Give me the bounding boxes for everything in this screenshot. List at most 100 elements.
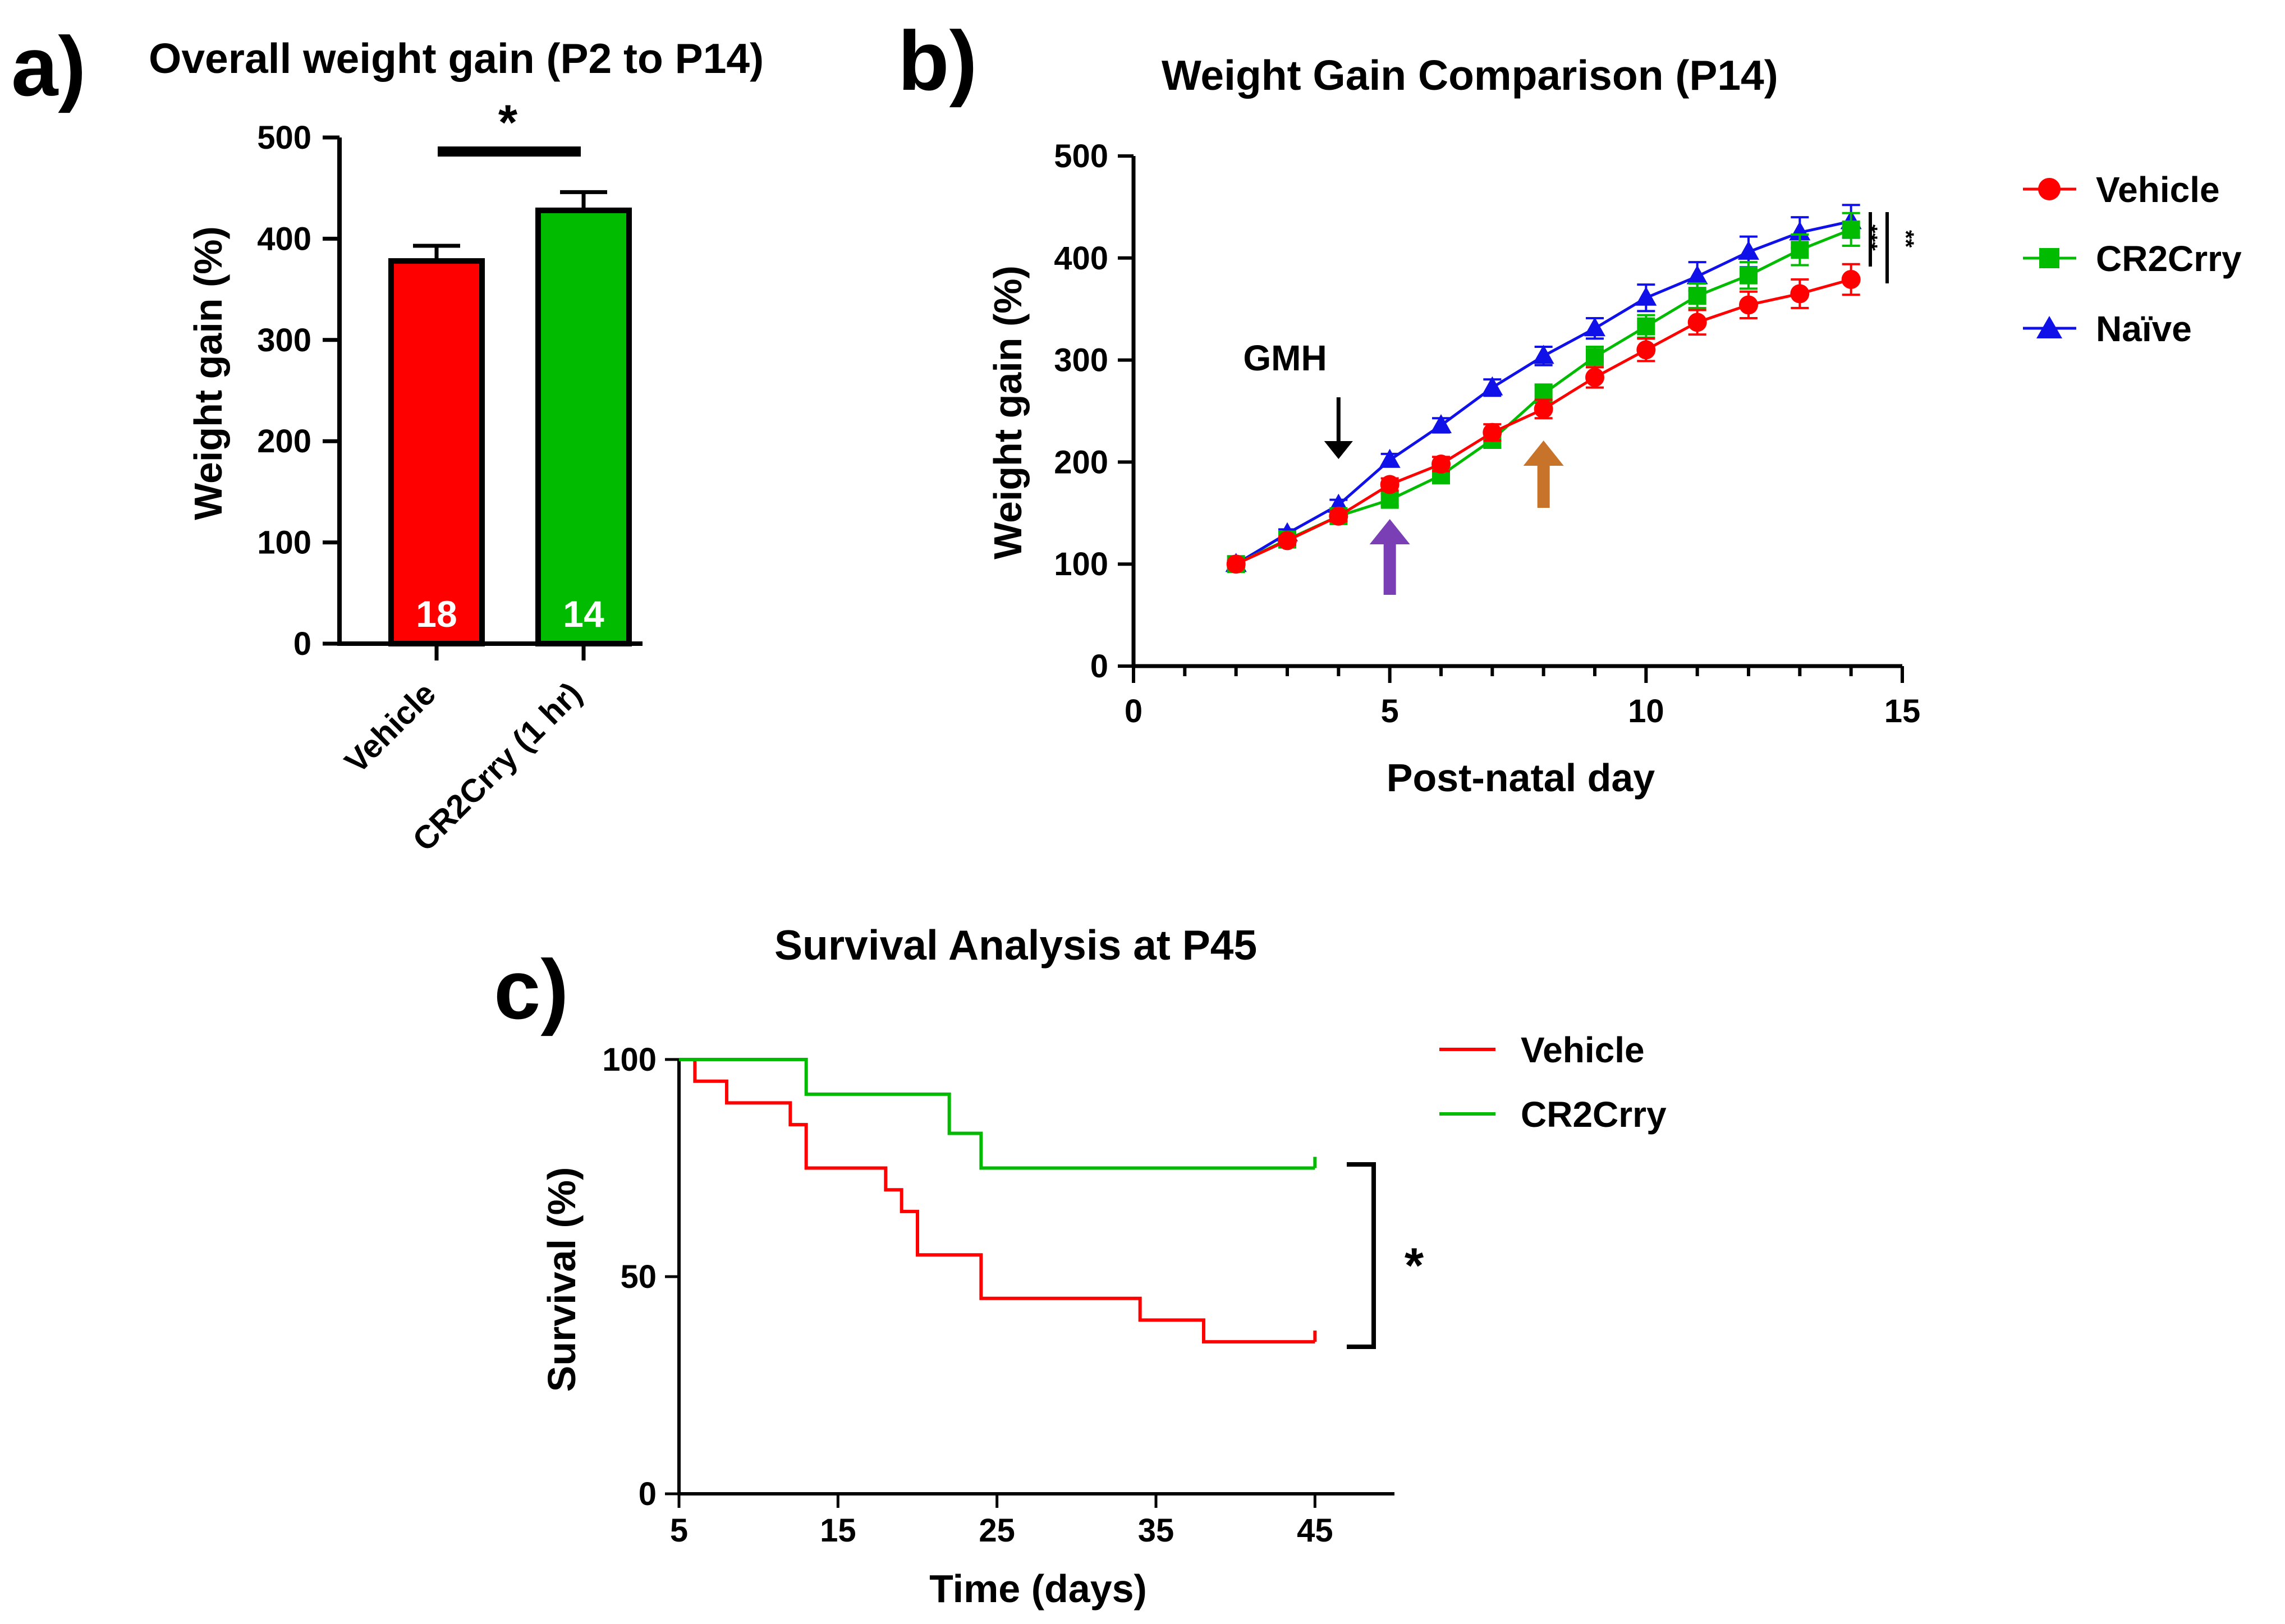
panel-b-point-cr2crry	[1637, 317, 1655, 336]
panel-a-ytick-label: 500	[257, 120, 311, 156]
panel-b-point-vehicle	[1790, 284, 1810, 304]
orange-arrow-head	[1523, 441, 1564, 466]
panel-c-survival-curve-vehicle	[679, 1058, 1315, 1344]
panel-b-xtick-label: 10	[1628, 693, 1664, 730]
gmh-arrow-head	[1324, 441, 1353, 459]
panel-b-point-vehicle	[1585, 368, 1604, 387]
panel-a-n-label: 14	[563, 593, 604, 635]
legend-marker-naive	[2036, 316, 2062, 338]
panel-a-title: Overall weight gain (P2 to P14)	[149, 35, 764, 82]
panel-a-n-label: 18	[416, 593, 457, 635]
panel-b-point-vehicle	[1329, 506, 1348, 526]
panel-c-ytick-label: 50	[620, 1259, 657, 1295]
panel-b-ytick-label: 0	[1090, 648, 1108, 685]
panel-c-x-axis-label: Time (days)	[929, 1567, 1147, 1611]
panel-b-x-axis-label: Post-natal day	[1387, 756, 1655, 800]
panel-b-point-vehicle	[1534, 399, 1553, 419]
panel-b-point-vehicle	[1431, 455, 1451, 474]
panel-b-legend: Vehicle CR2Crry Naïve	[2023, 169, 2242, 349]
panel-b-letter: b)	[898, 13, 978, 108]
panel-a-ytick-label: 100	[257, 525, 311, 561]
panel-b-ytick-label: 300	[1054, 342, 1108, 379]
panel-b-point-vehicle	[1483, 423, 1502, 442]
legend-marker-cr2crry	[2039, 248, 2059, 268]
panel-c-legend: Vehicle CR2Crry	[1439, 1030, 1667, 1135]
legend-label-vehicle: Vehicle	[2096, 169, 2220, 210]
panel-b-ytick-label: 500	[1054, 138, 1108, 175]
panel-b-title: Weight Gain Comparison (P14)	[1162, 52, 1778, 99]
panel-c-xtick-label: 15	[820, 1512, 856, 1549]
panel-c-significance-bracket	[1347, 1162, 1376, 1349]
panel-b-point-naive	[1635, 286, 1657, 306]
panel-b-point-cr2crry	[1842, 220, 1860, 238]
panel-b-sig-stars-2: **	[1893, 230, 1918, 248]
panel-b-point-vehicle	[1278, 531, 1297, 550]
panel-b-point-vehicle	[1687, 313, 1707, 332]
panel-b-arrows	[1324, 397, 1564, 595]
panel-c-letter: c)	[494, 942, 568, 1036]
panel-b-line-vehicle	[1235, 278, 1852, 566]
legend-label-survival-cr2crry: CR2Crry	[1521, 1094, 1667, 1135]
panel-a-bars: 18 14	[388, 190, 632, 660]
panel-c-title: Survival Analysis at P45	[774, 921, 1257, 969]
panel-c-axes: 0 50 100 5 15 25 35 45	[602, 1042, 1394, 1549]
panel-b-point-vehicle	[1739, 295, 1758, 315]
panel-b-point-naive	[1686, 265, 1708, 285]
panel-a-letter: a)	[11, 19, 86, 113]
panel-b-point-cr2crry	[1586, 348, 1604, 366]
panel-c-xtick-label: 5	[670, 1512, 688, 1549]
panel-a-bar-cr2crry	[535, 207, 632, 646]
panel-b-sig-stars-1: ***	[1857, 224, 1882, 251]
panel-b-xtick-label: 5	[1381, 693, 1399, 730]
panel-b-point-naive	[1532, 345, 1554, 364]
panel-c-ytick-label: 100	[602, 1042, 657, 1078]
panel-b-point-vehicle	[1380, 475, 1400, 494]
panel-c-xtick-label: 35	[1138, 1512, 1174, 1549]
panel-a-bar-vehicle	[388, 258, 485, 646]
panel-a-y-ticks: 0 100 200 300 400 500	[257, 120, 339, 662]
panel-a-ytick-label: 300	[257, 322, 311, 359]
panel-c-ytick-label: 0	[639, 1476, 657, 1512]
panel-b-point-vehicle	[1636, 340, 1656, 360]
panel-b-ytick-label: 400	[1054, 240, 1108, 277]
panel-c-series	[679, 1058, 1317, 1344]
panel-c-xtick-label: 45	[1297, 1512, 1333, 1549]
panel-b-gmh-annotation: GMH	[1243, 338, 1327, 378]
panel-c-significance-star: *	[1405, 1237, 1424, 1293]
panel-c-y-axis-label: Survival (%)	[540, 1167, 584, 1392]
panel-b-point-cr2crry	[1791, 241, 1809, 259]
panel-a-xtick-vehicle: Vehicle	[338, 675, 443, 780]
panel-b-point-cr2crry	[1688, 287, 1706, 305]
legend-marker-vehicle	[2038, 178, 2061, 200]
panel-b-point-naive	[1584, 317, 1605, 337]
panel-b-point-cr2crry	[1740, 266, 1758, 285]
panel-c-xtick-label: 25	[979, 1512, 1015, 1549]
panel-b-point-naive	[1379, 448, 1401, 468]
panel-c-survival-chart: c) Survival Analysis at P45 Survival (%)…	[494, 921, 1667, 1611]
panel-a-ytick-label: 0	[293, 626, 311, 662]
panel-c-survival-curve-cr2crry	[679, 1058, 1315, 1170]
legend-label-naive: Naïve	[2096, 309, 2192, 349]
panel-b-point-vehicle	[1841, 269, 1861, 289]
panel-b-point-naive	[1481, 376, 1503, 396]
panel-a-ytick-label: 400	[257, 221, 311, 257]
panel-b-xtick-label: 0	[1125, 693, 1142, 730]
panel-b-series	[1225, 204, 1862, 574]
panel-a-significance-star: *	[498, 94, 518, 150]
panel-a-ytick-label: 200	[257, 423, 311, 460]
panel-b-xtick-label: 15	[1884, 693, 1921, 730]
panel-a-bar-chart: a) Overall weight gain (P2 to P14) Weigh…	[11, 19, 764, 859]
panel-b-point-naive	[1430, 414, 1452, 433]
panel-b-point-vehicle	[1226, 554, 1246, 574]
panel-b-y-axis-label: Weight gain (%)	[986, 265, 1030, 559]
panel-b-axes: 0 100 200 300 400 500 0 5 10 15	[1054, 138, 1920, 730]
panel-b-line-chart: b) Weight Gain Comparison (P14) Weight g…	[898, 13, 2242, 800]
legend-label-cr2crry: CR2Crry	[2096, 238, 2242, 279]
panel-a-y-axis-label: Weight gain (%)	[186, 226, 230, 520]
legend-label-survival-vehicle: Vehicle	[1521, 1030, 1645, 1070]
panel-b-ytick-label: 200	[1054, 444, 1108, 480]
panel-b-ytick-label: 100	[1054, 546, 1108, 582]
purple-arrow-head	[1369, 519, 1410, 544]
panel-b-point-naive	[1738, 240, 1759, 260]
